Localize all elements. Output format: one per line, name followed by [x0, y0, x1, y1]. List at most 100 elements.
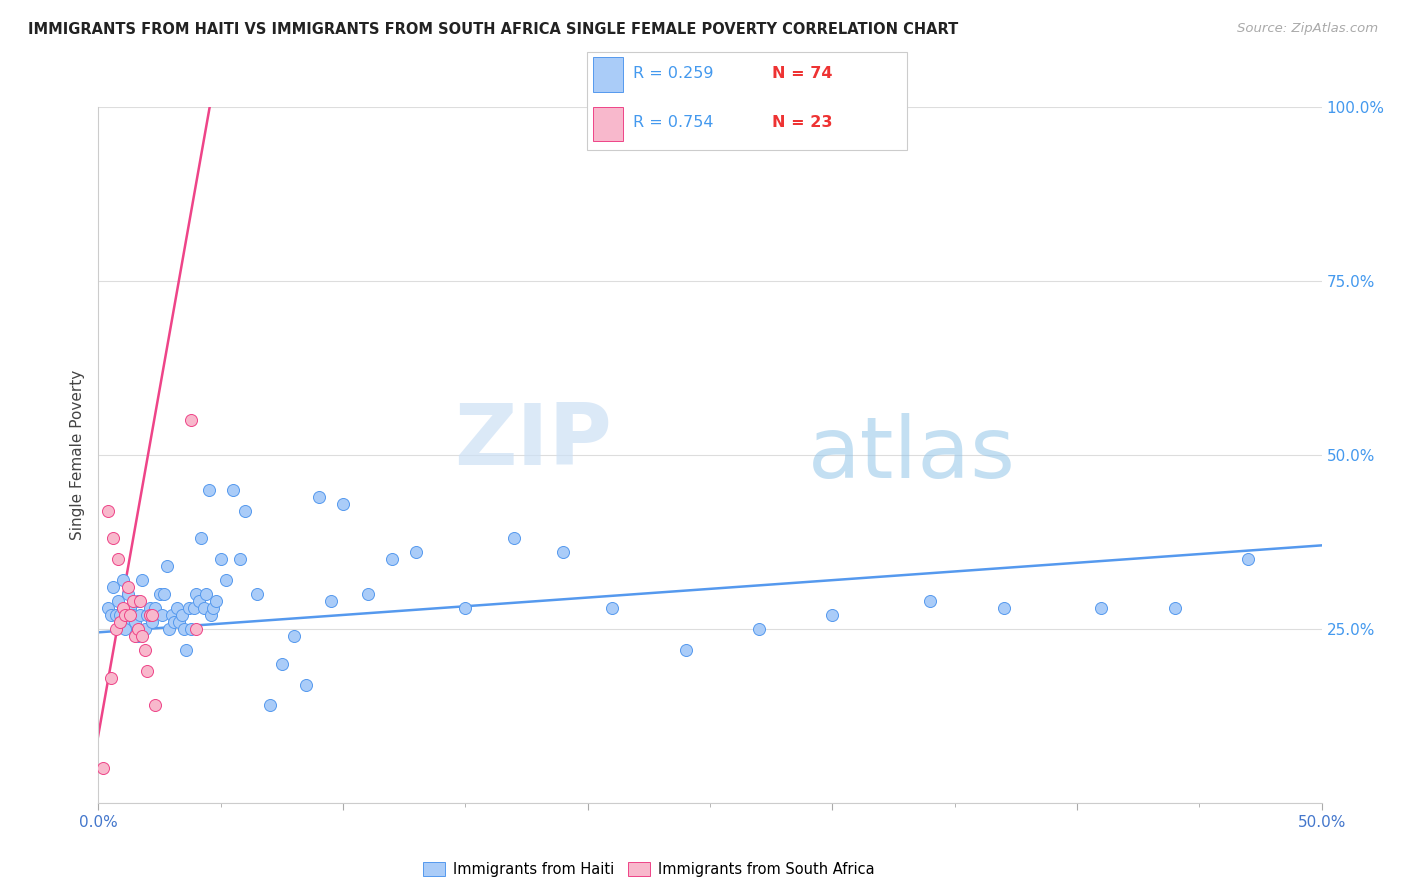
Point — [110, 615, 132, 629]
Point — [129, 607, 152, 622]
Legend: Immigrants from Haiti, Immigrants from South Africa: Immigrants from Haiti, Immigrants from S… — [418, 855, 880, 882]
Point — [308, 490, 330, 504]
Point — [157, 622, 180, 636]
Point — [675, 642, 697, 657]
Point — [176, 642, 198, 657]
Point — [186, 587, 208, 601]
Point — [209, 552, 232, 566]
Point — [107, 552, 129, 566]
Point — [114, 622, 136, 636]
Point — [173, 622, 195, 636]
Text: Source: ZipAtlas.com: Source: ZipAtlas.com — [1237, 22, 1378, 36]
Point — [233, 503, 256, 517]
Text: atlas: atlas — [808, 413, 1017, 497]
Point — [202, 601, 225, 615]
Point — [127, 622, 149, 636]
Point — [127, 594, 149, 608]
Point — [149, 587, 172, 601]
Text: IMMIGRANTS FROM HAITI VS IMMIGRANTS FROM SOUTH AFRICA SINGLE FEMALE POVERTY CORR: IMMIGRANTS FROM HAITI VS IMMIGRANTS FROM… — [28, 22, 959, 37]
Point — [104, 622, 127, 636]
Text: ZIP: ZIP — [454, 400, 612, 483]
Point — [553, 545, 575, 559]
Point — [197, 483, 219, 497]
Point — [503, 532, 526, 546]
Point — [139, 607, 162, 622]
Point — [117, 587, 139, 601]
Point — [295, 677, 318, 691]
Point — [104, 607, 127, 622]
Point — [110, 607, 132, 622]
Point — [114, 607, 136, 622]
Point — [150, 607, 173, 622]
Point — [183, 601, 205, 615]
Point — [200, 607, 222, 622]
Point — [319, 594, 342, 608]
Text: N = 23: N = 23 — [772, 115, 832, 130]
Point — [131, 573, 153, 587]
Y-axis label: Single Female Poverty: Single Female Poverty — [70, 370, 86, 540]
Point — [821, 607, 844, 622]
Point — [117, 580, 139, 594]
FancyBboxPatch shape — [586, 52, 907, 150]
Point — [920, 594, 942, 608]
Point — [222, 483, 245, 497]
Point — [139, 601, 162, 615]
Point — [186, 622, 208, 636]
Point — [1090, 601, 1112, 615]
Point — [124, 615, 146, 629]
Point — [180, 622, 202, 636]
Point — [100, 607, 122, 622]
Point — [1237, 552, 1260, 566]
Point — [163, 615, 186, 629]
Point — [180, 413, 202, 427]
Point — [160, 607, 183, 622]
Point — [356, 587, 378, 601]
Point — [259, 698, 281, 713]
Point — [156, 559, 179, 574]
Point — [136, 607, 159, 622]
Point — [134, 622, 156, 636]
Point — [97, 601, 120, 615]
Point — [97, 503, 120, 517]
Point — [111, 601, 134, 615]
Point — [167, 615, 190, 629]
Point — [600, 601, 623, 615]
Point — [190, 532, 212, 546]
Point — [121, 607, 143, 622]
Point — [405, 545, 427, 559]
Point — [129, 594, 152, 608]
Point — [107, 594, 129, 608]
Point — [195, 587, 218, 601]
Point — [111, 615, 134, 629]
FancyBboxPatch shape — [593, 57, 623, 92]
Point — [153, 587, 176, 601]
Point — [170, 607, 193, 622]
Point — [121, 594, 143, 608]
Point — [283, 629, 305, 643]
Point — [127, 629, 149, 643]
Text: R = 0.259: R = 0.259 — [633, 66, 714, 81]
Point — [100, 671, 122, 685]
Point — [381, 552, 404, 566]
FancyBboxPatch shape — [593, 106, 623, 141]
Point — [111, 573, 134, 587]
Point — [332, 497, 354, 511]
Point — [748, 622, 770, 636]
Point — [214, 573, 236, 587]
Text: R = 0.754: R = 0.754 — [633, 115, 714, 130]
Point — [166, 601, 188, 615]
Point — [131, 629, 153, 643]
Point — [141, 607, 163, 622]
Point — [143, 601, 166, 615]
Point — [101, 580, 124, 594]
Point — [270, 657, 294, 671]
Point — [229, 552, 252, 566]
Point — [143, 698, 166, 713]
Point — [246, 587, 269, 601]
Text: N = 74: N = 74 — [772, 66, 832, 81]
Point — [187, 594, 209, 608]
Point — [136, 664, 159, 678]
Point — [205, 594, 228, 608]
Point — [120, 607, 142, 622]
Point — [177, 601, 200, 615]
